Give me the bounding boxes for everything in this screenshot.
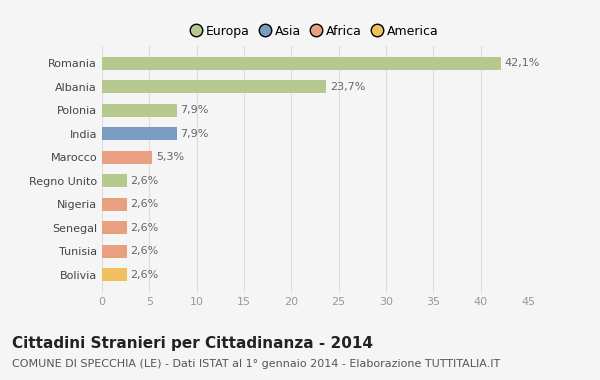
- Text: 2,6%: 2,6%: [130, 200, 158, 209]
- Text: 42,1%: 42,1%: [505, 58, 540, 68]
- Bar: [102, 80, 326, 93]
- Text: 7,9%: 7,9%: [181, 105, 209, 115]
- Text: 2,6%: 2,6%: [130, 246, 158, 256]
- Text: 2,6%: 2,6%: [130, 270, 158, 280]
- Bar: [102, 268, 127, 281]
- Bar: [102, 174, 127, 187]
- Text: COMUNE DI SPECCHIA (LE) - Dati ISTAT al 1° gennaio 2014 - Elaborazione TUTTITALI: COMUNE DI SPECCHIA (LE) - Dati ISTAT al …: [12, 359, 500, 369]
- Bar: [102, 151, 152, 164]
- Text: Cittadini Stranieri per Cittadinanza - 2014: Cittadini Stranieri per Cittadinanza - 2…: [12, 336, 373, 351]
- Text: 23,7%: 23,7%: [330, 82, 365, 92]
- Bar: [102, 127, 177, 140]
- Text: 2,6%: 2,6%: [130, 176, 158, 186]
- Bar: [102, 198, 127, 211]
- Bar: [102, 57, 500, 70]
- Bar: [102, 104, 177, 117]
- Text: 5,3%: 5,3%: [156, 152, 184, 162]
- Text: 2,6%: 2,6%: [130, 223, 158, 233]
- Bar: [102, 245, 127, 258]
- Text: 7,9%: 7,9%: [181, 129, 209, 139]
- Legend: Europa, Asia, Africa, America: Europa, Asia, Africa, America: [188, 22, 442, 40]
- Bar: [102, 222, 127, 234]
